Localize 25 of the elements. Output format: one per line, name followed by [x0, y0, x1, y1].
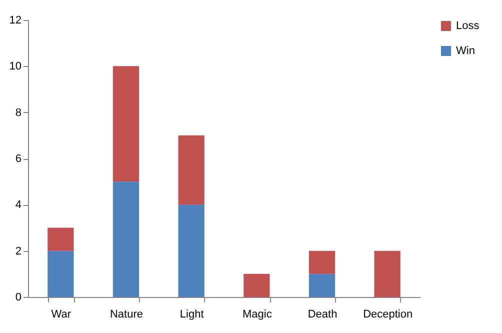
bar [112, 66, 140, 182]
y-tick-label: 2 [15, 245, 22, 258]
y-tick-label: 0 [15, 292, 22, 304]
y-tick-label: 12 [9, 14, 22, 26]
y-tick-label: 10 [9, 60, 22, 73]
y-tick-label: 8 [15, 106, 22, 119]
bar [178, 135, 204, 205]
bar [48, 250, 74, 297]
bar [374, 250, 400, 297]
x-tick-label: Nature [110, 308, 144, 320]
bar [244, 274, 270, 297]
y-tick-label: 4 [15, 199, 22, 212]
legend-label: Loss [456, 20, 480, 32]
bar [178, 204, 204, 297]
x-tick-label: Magic [242, 308, 272, 320]
x-tick-label: Death [308, 308, 338, 320]
bar [308, 250, 336, 274]
x-tick-label: Deception [363, 308, 413, 320]
legend-label: Win [456, 45, 475, 57]
bar [308, 274, 336, 297]
y-tick-label: 6 [15, 153, 22, 165]
x-tick-label: War [51, 308, 72, 320]
bar [48, 228, 74, 251]
x-tick-label: Light [180, 308, 204, 320]
bar [112, 182, 140, 297]
